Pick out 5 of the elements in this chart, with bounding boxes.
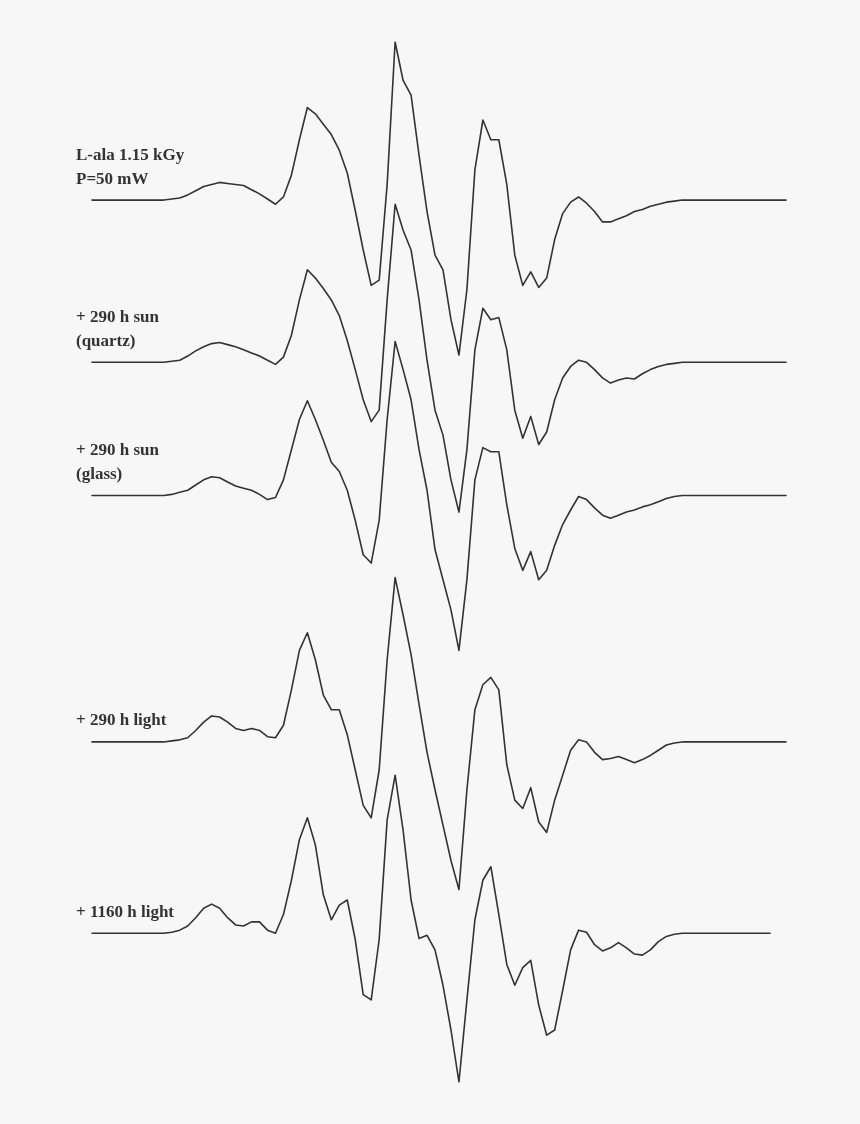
series-label: + 290 h light xyxy=(76,710,167,730)
series-label: + 1160 h light xyxy=(76,901,175,921)
series-label: + 290 h sun (quartz) xyxy=(76,306,160,350)
series-label: + 290 h sun (glass) xyxy=(76,439,160,483)
series-label: L-ala 1.15 kGy P=50 mW xyxy=(76,144,185,188)
